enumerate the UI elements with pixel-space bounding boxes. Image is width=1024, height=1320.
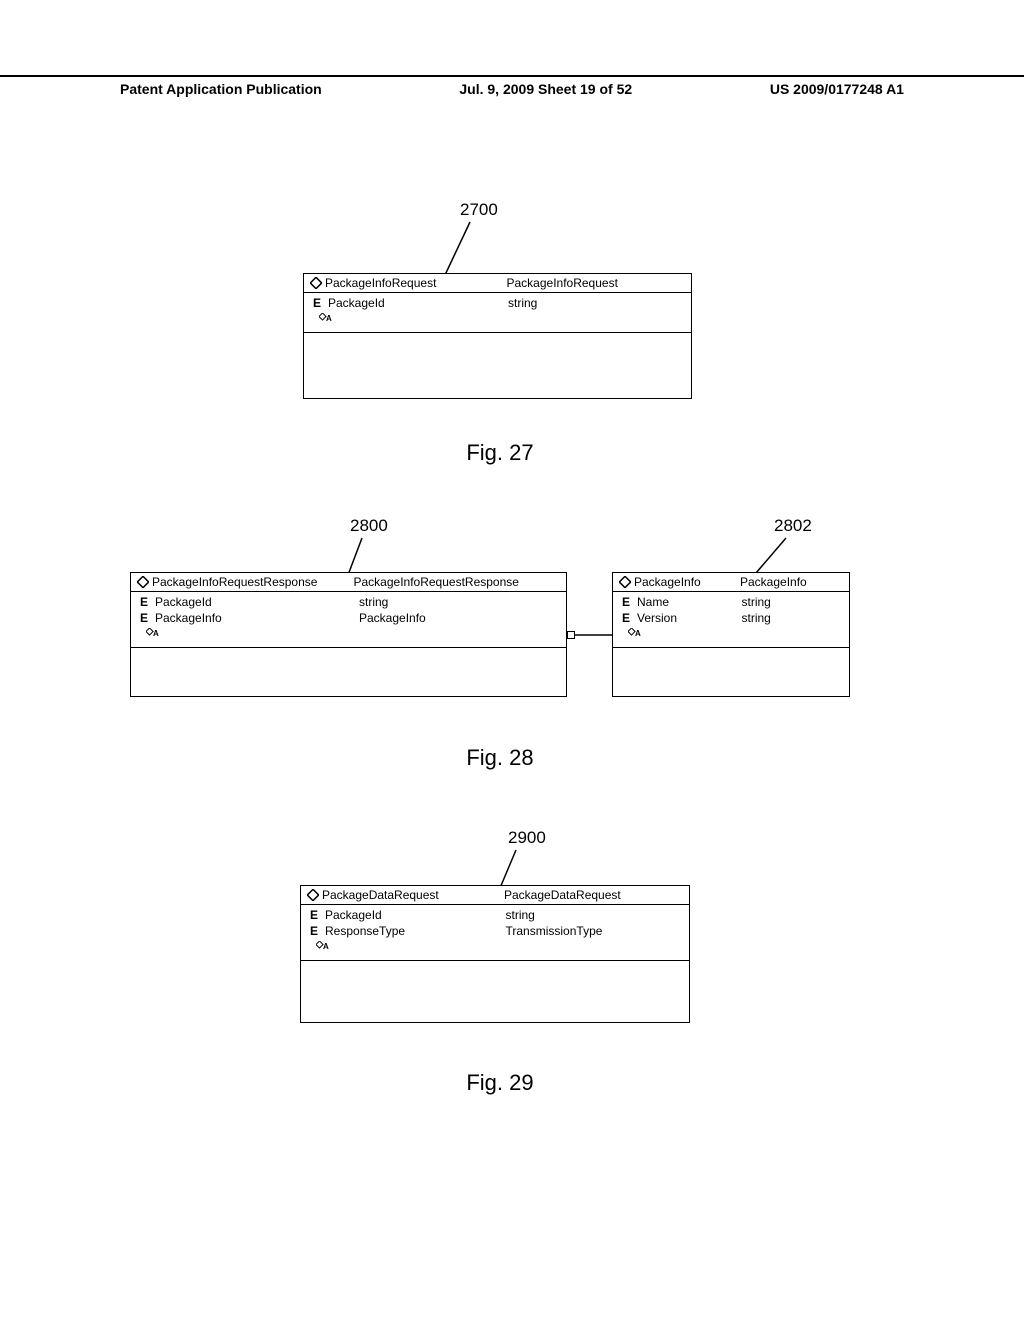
svg-text:A: A	[635, 629, 641, 638]
row-packageid: E PackageId string	[134, 595, 563, 609]
attr-row: A	[304, 940, 686, 954]
row-version: E Version string	[616, 611, 846, 625]
fig27-label: Fig. 27	[400, 440, 600, 466]
attr-row: A	[307, 312, 688, 326]
box-footer	[304, 333, 691, 398]
elem-name: PackageInfo	[152, 611, 359, 625]
elem-name: ResponseType	[322, 924, 506, 938]
ref-2800: 2800	[350, 516, 388, 536]
elem-type: string	[506, 908, 687, 922]
elem-type: TransmissionType	[506, 924, 687, 938]
header-mid: Jul. 9, 2009 Sheet 19 of 52	[459, 81, 632, 97]
elem-type: string	[359, 595, 563, 609]
header-type: PackageDataRequest	[504, 888, 686, 902]
attr-row: A	[134, 627, 563, 641]
elem-type: string	[742, 611, 847, 625]
box-footer	[301, 961, 689, 1022]
diamond-icon	[304, 889, 322, 901]
elem-name: PackageId	[152, 595, 359, 609]
header-name: PackageDataRequest	[322, 888, 504, 902]
kind-label: E	[304, 924, 322, 938]
attr-icon: A	[134, 627, 152, 641]
attr-icon: A	[307, 312, 325, 326]
kind-label: E	[616, 595, 634, 609]
header-right: US 2009/0177248 A1	[770, 81, 904, 97]
diamond-icon	[134, 576, 152, 588]
ref-2900: 2900	[508, 828, 546, 848]
elem-type: string	[508, 296, 688, 310]
kind-label: E	[304, 908, 322, 922]
box-footer	[131, 648, 566, 696]
header-name: PackageInfoRequest	[325, 276, 507, 290]
header-name: PackageInfoRequestResponse	[152, 575, 362, 589]
box-footer	[613, 648, 849, 696]
elem-type: string	[742, 595, 847, 609]
row-packageid: E PackageId string	[304, 908, 686, 922]
row-name: E Name string	[616, 595, 846, 609]
header-type: PackageInfoRequestResponse	[354, 575, 564, 589]
box-packageinfo: PackageInfo PackageInfo E Name string E …	[612, 572, 850, 697]
kind-label: E	[616, 611, 634, 625]
fig29-label: Fig. 29	[400, 1070, 600, 1096]
row-packageinfo: E PackageInfo PackageInfo	[134, 611, 563, 625]
svg-text:A: A	[323, 942, 329, 951]
header-type: PackageInfoRequest	[507, 276, 689, 290]
diamond-icon	[616, 576, 634, 588]
attr-icon: A	[616, 627, 634, 641]
diamond-icon	[307, 277, 325, 289]
header-name: PackageInfo	[634, 575, 740, 589]
elem-name: PackageId	[325, 296, 508, 310]
kind-label: E	[307, 296, 325, 310]
kind-label: E	[134, 611, 152, 625]
ref-2802: 2802	[774, 516, 812, 536]
box-packagedatarequest: PackageDataRequest PackageDataRequest E …	[300, 885, 690, 1023]
attr-row: A	[616, 627, 846, 641]
ref-2700: 2700	[460, 200, 498, 220]
attr-icon: A	[304, 940, 322, 954]
box-packageinforequestresponse: PackageInfoRequestResponse PackageInfoRe…	[130, 572, 567, 697]
elem-type: PackageInfo	[359, 611, 563, 625]
elem-name: Version	[634, 611, 742, 625]
elem-name: Name	[634, 595, 742, 609]
row-packageid: E PackageId string	[307, 296, 688, 310]
row-responsetype: E ResponseType TransmissionType	[304, 924, 686, 938]
svg-text:A: A	[153, 629, 159, 638]
header-type: PackageInfo	[740, 575, 846, 589]
svg-text:A: A	[326, 314, 332, 323]
connector-box-icon	[567, 631, 575, 639]
box-packageinforequest: PackageInfoRequest PackageInfoRequest E …	[303, 273, 692, 399]
page-header: Patent Application Publication Jul. 9, 2…	[0, 75, 1024, 97]
elem-name: PackageId	[322, 908, 506, 922]
fig28-label: Fig. 28	[400, 745, 600, 771]
header-left: Patent Application Publication	[120, 81, 322, 97]
kind-label: E	[134, 595, 152, 609]
